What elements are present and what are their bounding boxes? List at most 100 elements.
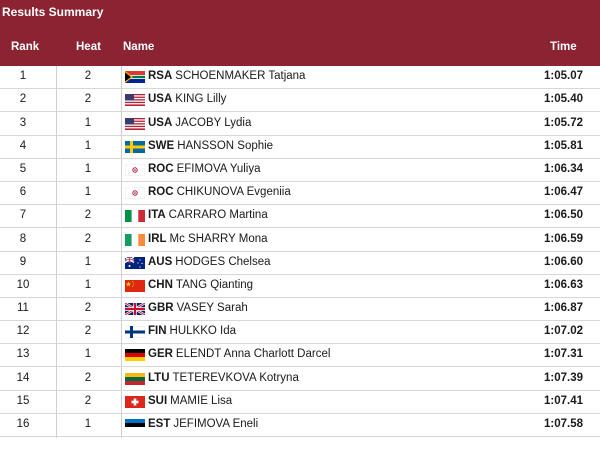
table-row[interactable]: 3 1 USA JACOBY Lydia 1:05.72 <box>0 113 600 136</box>
column-heat[interactable]: Heat <box>76 41 101 53</box>
table-row[interactable]: 8 2 IRL Mc SHARRY Mona 1:06.59 <box>0 229 600 252</box>
athlete-name: CARRARO Martina <box>168 209 268 222</box>
athlete-name-cell[interactable]: ROC EFIMOVA Yuliya <box>148 163 261 175</box>
athlete-name-cell[interactable]: LTU TETEREVKOVA Kotryna <box>148 372 299 384</box>
sui-flag-icon <box>125 395 145 408</box>
table-row[interactable]: 2 2 USA KING Lilly 1:05.40 <box>0 89 600 113</box>
column-headers: Rank Heat Name Time <box>0 41 600 55</box>
athlete-name: SCHOENMAKER Tatjana <box>175 70 306 83</box>
usa-flag-icon <box>125 117 145 130</box>
gbr-flag-icon <box>125 303 145 316</box>
results-table: 1 2 RSA SCHOENMAKER Tatjana 1:05.07 2 2 USA KING… <box>0 66 600 437</box>
aus-flag-icon <box>125 256 145 269</box>
rank-cell: 15 <box>16 394 30 407</box>
rank-cell: 6 <box>19 186 27 199</box>
country-code: ROC <box>148 162 174 175</box>
rank-cell: 8 <box>19 232 27 245</box>
ita-flag-icon <box>125 210 145 223</box>
table-row[interactable]: 13 1 GER ELENDT Anna Charlott Darcel 1:07.31 <box>0 344 600 368</box>
country-code: GER <box>148 348 173 361</box>
table-row[interactable]: 16 1 EST JEFIMOVA Eneli 1:07.58 <box>0 414 600 437</box>
table-row[interactable]: 15 2 SUI MAMIE Lisa 1:07.41 <box>0 391 600 414</box>
column-rank[interactable]: Rank <box>11 41 40 53</box>
heat-cell: 1 <box>84 139 92 152</box>
heat-cell: 2 <box>84 232 92 245</box>
country-code: CHN <box>148 278 173 291</box>
country-code: LTU <box>148 371 170 384</box>
athlete-name-cell[interactable]: EST JEFIMOVA Eneli <box>148 418 258 430</box>
heat-cell: 1 <box>84 186 92 199</box>
country-code: USA <box>148 116 173 129</box>
heat-cell: 1 <box>84 116 92 129</box>
roc-flag-icon <box>125 163 145 176</box>
athlete-name-cell[interactable]: SUI MAMIE Lisa <box>148 395 232 407</box>
athlete-name: TANG Qianting <box>175 278 254 291</box>
athlete-name-cell[interactable]: ROC CHIKUNOVA Evgeniia <box>148 186 291 198</box>
table-row[interactable]: 9 1 AUS HODGES Chelsea 1:06.60 <box>0 252 600 275</box>
column-name[interactable]: Name <box>123 41 155 53</box>
heat-cell: 1 <box>84 418 92 430</box>
country-code: GBR <box>148 302 174 315</box>
time-cell: 1:07.02 <box>543 325 583 338</box>
athlete-name: MAMIE Lisa <box>170 394 233 407</box>
athlete-name-cell[interactable]: FIN HULKKO Ida <box>148 325 236 337</box>
athlete-name-cell[interactable]: AUS HODGES Chelsea <box>148 256 271 268</box>
athlete-name-cell[interactable]: IRL Mc SHARRY Mona <box>148 233 268 245</box>
athlete-name-cell[interactable]: USA KING Lilly <box>148 93 226 105</box>
athlete-name-cell[interactable]: RSA SCHOENMAKER Tatjana <box>148 70 305 82</box>
table-row[interactable]: 14 2 LTU TETEREVKOVA Kotryna 1:07.39 <box>0 368 600 391</box>
rank-cell: 5 <box>19 162 27 175</box>
heat-cell: 2 <box>84 394 92 407</box>
rank-cell: 2 <box>19 93 27 106</box>
athlete-name: HANSSON Sophie <box>177 139 274 152</box>
athlete-name-cell[interactable]: ITA CARRARO Martina <box>148 209 268 221</box>
athlete-name-cell[interactable]: CHN TANG Qianting <box>148 279 253 291</box>
column-time[interactable]: Time <box>550 41 577 53</box>
country-code: SWE <box>148 139 175 152</box>
roc-flag-icon <box>125 187 145 200</box>
athlete-name-cell[interactable]: GER ELENDT Anna Charlott Darcel <box>148 348 330 360</box>
athlete-name: KING Lilly <box>175 93 227 106</box>
table-row[interactable]: 7 2 ITA CARRARO Martina 1:06.50 <box>0 205 600 229</box>
usa-flag-icon <box>125 94 145 107</box>
time-cell: 1:07.41 <box>543 394 583 407</box>
table-row[interactable]: 11 2 GBR VASEY Sarah 1:06.87 <box>0 298 600 322</box>
table-row[interactable]: 5 1 ROC EFIMOVA Yuliya 1:06.34 <box>0 159 600 182</box>
heat-cell: 1 <box>84 278 92 291</box>
ltu-flag-icon <box>125 372 145 385</box>
country-code: ROC <box>148 186 174 199</box>
athlete-name-cell[interactable]: USA JACOBY Lydia <box>148 117 251 129</box>
athlete-name: ELENDT Anna Charlott Darcel <box>175 348 331 361</box>
irl-flag-icon <box>125 233 145 246</box>
time-cell: 1:06.47 <box>543 186 583 199</box>
rank-cell: 1 <box>19 70 27 83</box>
heat-cell: 1 <box>84 162 92 175</box>
heat-cell: 1 <box>84 255 92 268</box>
rank-cell: 4 <box>19 139 27 152</box>
table-row[interactable]: 4 1 SWE HANSSON Sophie 1:05.81 <box>0 136 600 159</box>
heat-cell: 2 <box>84 302 92 315</box>
time-cell: 1:05.40 <box>543 93 583 106</box>
rank-cell: 11 <box>17 302 29 315</box>
heat-cell: 2 <box>84 93 92 106</box>
time-cell: 1:07.58 <box>543 418 583 430</box>
rank-cell: 13 <box>16 348 30 361</box>
fin-flag-icon <box>125 326 145 339</box>
athlete-name: JEFIMOVA Eneli <box>173 418 259 430</box>
ger-flag-icon <box>125 349 145 362</box>
heat-cell: 2 <box>84 209 92 222</box>
table-row[interactable]: 12 2 FIN HULKKO Ida 1:07.02 <box>0 321 600 345</box>
athlete-name-cell[interactable]: SWE HANSSON Sophie <box>148 140 273 152</box>
table-row[interactable]: 1 2 RSA SCHOENMAKER Tatjana 1:05.07 <box>0 66 600 90</box>
rank-cell: 9 <box>19 255 27 268</box>
table-row[interactable]: 6 1 ROC CHIKUNOVA Evgeniia 1:06.47 <box>0 182 600 206</box>
time-cell: 1:06.50 <box>543 209 583 222</box>
country-code: ITA <box>148 209 166 222</box>
table-row[interactable]: 10 1 CHN TANG Qianting 1:06.63 <box>0 275 600 298</box>
results-header: Results Summary Rank Heat Name Time <box>0 0 600 66</box>
rank-cell: 3 <box>19 116 27 129</box>
country-code: SUI <box>148 394 168 407</box>
country-code: USA <box>148 93 173 106</box>
athlete-name-cell[interactable]: GBR VASEY Sarah <box>148 302 248 314</box>
athlete-name: JACOBY Lydia <box>175 116 252 129</box>
